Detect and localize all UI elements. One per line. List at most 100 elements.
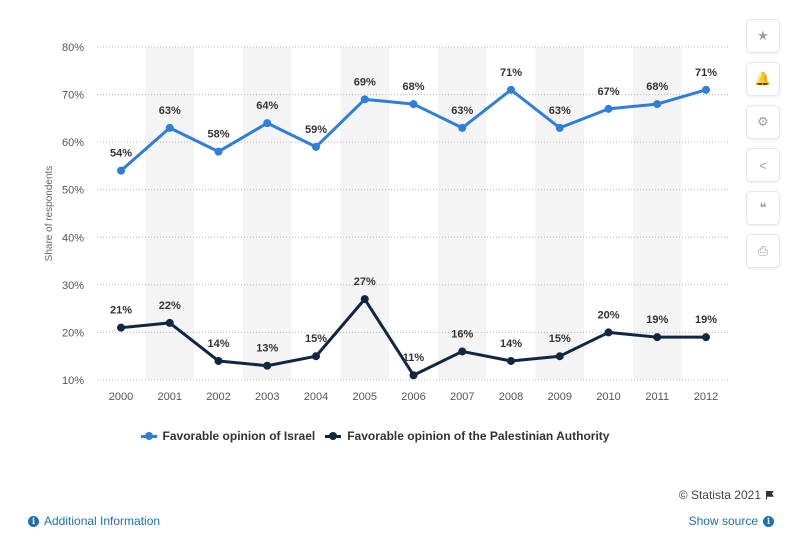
data-point — [117, 323, 125, 332]
y-tick-label: 40% — [62, 232, 84, 244]
data-point — [409, 100, 418, 109]
data-point — [409, 371, 418, 380]
print-icon: ⎙ — [757, 243, 769, 258]
x-tick-label: 2007 — [450, 391, 474, 403]
x-tick-label: 2002 — [206, 391, 230, 403]
y-tick-label: 80% — [62, 42, 84, 54]
x-tick-label: 2011 — [645, 391, 669, 403]
y-tick-label: 30% — [62, 280, 84, 292]
data-label: 63% — [159, 105, 181, 117]
share-button[interactable]: < — [746, 148, 780, 182]
additional-information-link[interactable]: i Additional Information — [28, 514, 160, 528]
statista-credit[interactable]: © Statista 2021 — [679, 488, 774, 502]
star-icon: ★ — [757, 28, 769, 43]
print-button[interactable]: ⎙ — [746, 234, 780, 268]
x-tick-label: 2004 — [304, 391, 328, 403]
favorite-button[interactable]: ★ — [746, 19, 780, 53]
data-label: 68% — [402, 81, 424, 93]
data-point — [555, 352, 564, 361]
legend-label-israel: Favorable opinion of Israel — [162, 429, 316, 443]
data-point — [507, 356, 515, 365]
band-2011 — [632, 47, 682, 380]
data-label: 15% — [549, 333, 571, 345]
data-label: 71% — [695, 67, 717, 79]
data-label: 22% — [159, 300, 181, 312]
data-point — [263, 361, 272, 370]
show-source-link[interactable]: Show source i — [689, 514, 774, 528]
share-icon: < — [759, 157, 767, 173]
settings-button[interactable]: ⚙ — [746, 105, 780, 139]
legend-marker-israel — [140, 431, 157, 441]
data-point — [604, 104, 613, 113]
chart-legend: Favorable opinion of Israel Favorable op… — [0, 429, 750, 443]
data-point — [507, 85, 515, 94]
data-label: 64% — [256, 100, 278, 112]
data-point — [165, 318, 174, 327]
x-tick-label: 2012 — [694, 391, 718, 403]
data-label: 13% — [256, 343, 278, 355]
quote-icon: ❝ — [759, 200, 767, 215]
bell-icon: 🔔 — [754, 71, 772, 86]
data-point — [458, 123, 467, 132]
data-label: 14% — [500, 338, 522, 350]
show-source-label: Show source — [688, 514, 758, 528]
chart-toolbar: ★ 🔔 ⚙ < ❝ ⎙ — [746, 19, 780, 277]
y-axis-label: Share of respondents — [44, 166, 55, 262]
data-label: 63% — [451, 105, 473, 117]
data-label: 14% — [207, 338, 229, 350]
data-label: 63% — [549, 105, 571, 117]
x-tick-label: 2000 — [109, 391, 133, 403]
data-point — [653, 100, 662, 109]
data-label: 71% — [500, 67, 522, 79]
y-tick-label: 20% — [62, 327, 84, 339]
data-point — [604, 328, 613, 337]
data-label: 21% — [110, 305, 132, 317]
data-point — [360, 295, 369, 304]
data-label: 20% — [597, 309, 619, 321]
data-label: 67% — [597, 86, 619, 98]
data-point — [702, 85, 710, 94]
line-chart: 10% 20% 30% 40% 50% 60% 70% 80% 2000 2001 2002 2003… — [44, 42, 730, 403]
data-label: 19% — [646, 314, 668, 326]
data-label: 58% — [207, 129, 229, 141]
info-icon: i — [763, 515, 774, 527]
x-tick-label: 2010 — [596, 391, 620, 403]
data-label: 11% — [403, 352, 425, 364]
data-point — [458, 347, 467, 356]
legend-item-israel[interactable]: Favorable opinion of Israel — [140, 429, 316, 443]
flag-icon — [766, 490, 774, 500]
data-point — [165, 123, 174, 132]
data-point — [214, 147, 223, 156]
data-label: 27% — [354, 276, 376, 288]
x-tick-label: 2001 — [158, 391, 182, 403]
data-point — [312, 142, 320, 151]
band-2009 — [535, 47, 585, 380]
x-tick-label: 2005 — [353, 391, 377, 403]
data-point — [214, 356, 223, 365]
info-icon: i — [28, 515, 39, 527]
legend-item-palestinian-authority[interactable]: Favorable opinion of the Palestinian Aut… — [325, 429, 609, 443]
band-2001 — [145, 47, 195, 380]
data-label: 54% — [110, 148, 132, 160]
x-tick-label: 2003 — [255, 391, 279, 403]
legend-marker-palestinian-authority — [325, 431, 342, 441]
x-tick-label: 2009 — [548, 391, 572, 403]
additional-information-label: Additional Information — [44, 514, 161, 528]
data-point — [117, 166, 125, 175]
y-tick-label: 60% — [62, 137, 84, 149]
y-tick-label: 10% — [62, 375, 84, 387]
data-point — [263, 119, 272, 128]
notification-button[interactable]: 🔔 — [746, 62, 780, 96]
y-tick-label: 50% — [62, 185, 84, 197]
data-label: 15% — [305, 333, 327, 345]
data-label: 59% — [305, 124, 327, 136]
data-point — [360, 95, 369, 104]
data-label: 69% — [354, 76, 376, 88]
data-label: 19% — [695, 314, 717, 326]
y-tick-label: 70% — [62, 90, 84, 102]
data-point — [555, 123, 564, 132]
data-point — [312, 352, 320, 361]
data-point — [702, 333, 710, 342]
cite-button[interactable]: ❝ — [746, 191, 780, 225]
x-tick-label: 2006 — [401, 391, 425, 403]
